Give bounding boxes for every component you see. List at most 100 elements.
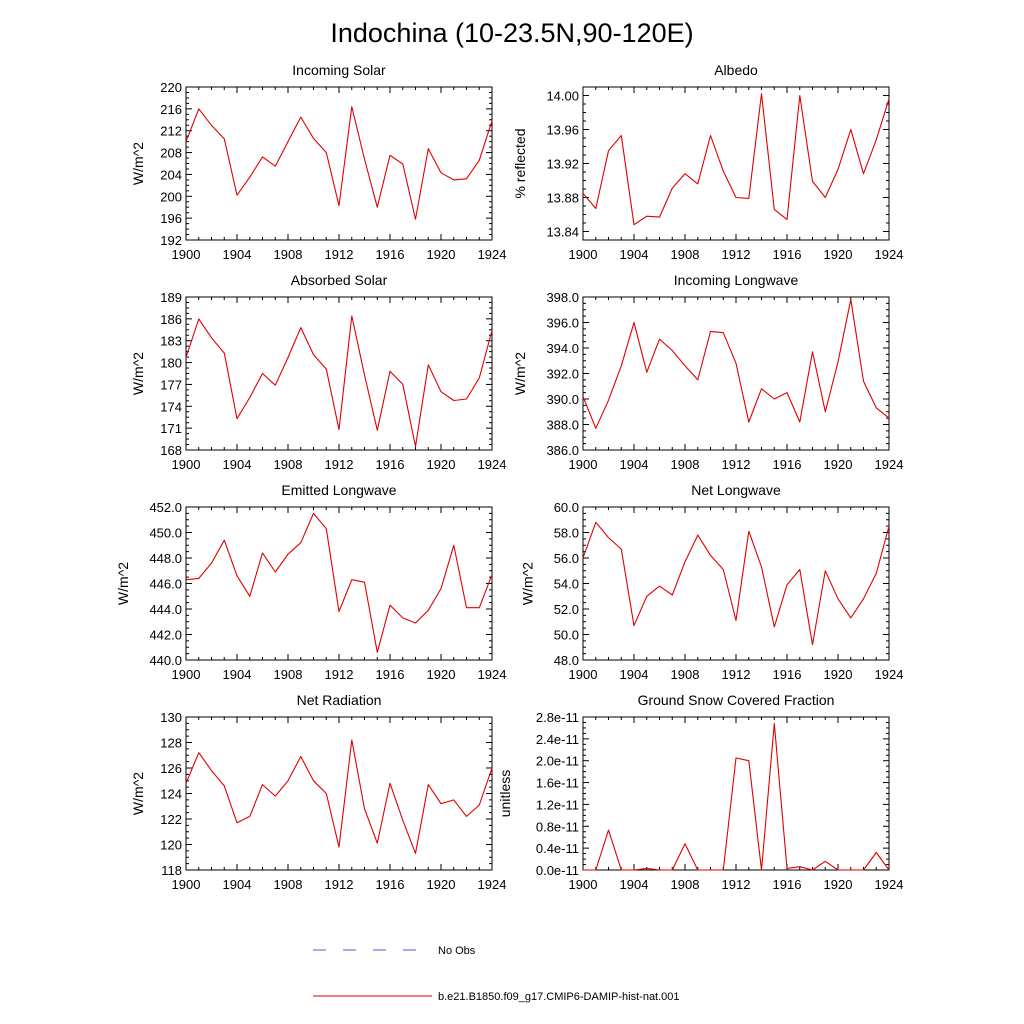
y-tick-label: 13.96: [546, 123, 579, 138]
y-tick-label: 220: [160, 80, 182, 95]
panel-title: Net Radiation: [297, 692, 382, 708]
y-tick-label: 440.0: [149, 653, 182, 668]
y-tick-label: 212: [160, 124, 182, 139]
y-tick-label: 0.4e-11: [536, 841, 579, 856]
y-tick-label: 216: [160, 102, 182, 117]
y-tick-label: 58.0: [554, 526, 579, 541]
y-tick-label: 48.0: [554, 653, 579, 668]
legend-item-model: b.e21.B1850.f09_g17.CMIP6-DAMIP-hist-nat…: [313, 991, 680, 1003]
y-tick-label: 171: [160, 421, 182, 436]
x-tick-label: 1916: [376, 247, 405, 262]
plot-frame: [582, 296, 890, 451]
x-tick-label: 1924: [478, 877, 507, 892]
y-tick-label: 0.8e-11: [536, 819, 579, 834]
x-tick-label: 1904: [620, 667, 649, 682]
y-tick-label: 396.0: [546, 316, 579, 331]
series-line: [583, 723, 890, 871]
y-tick-label: 2.4e-11: [536, 732, 579, 747]
x-tick-label: 1900: [569, 667, 598, 682]
y-tick-label: 180: [160, 356, 182, 371]
y-axis-label: % reflected: [512, 128, 528, 198]
panel-ground-snow-covered-fraction: Ground Snow Covered Fraction 1900 1904 1908…: [497, 692, 904, 892]
y-axis-label: W/m^2: [130, 352, 146, 395]
panel-title: Incoming Solar: [292, 62, 386, 78]
y-tick-label: 446.0: [149, 577, 182, 592]
x-tick-label: 1900: [172, 457, 201, 472]
y-tick-label: 177: [160, 377, 182, 392]
x-tick-label: 1904: [223, 457, 252, 472]
y-tick-label: 200: [160, 189, 182, 204]
y-axis-label: W/m^2: [115, 562, 131, 605]
x-tick-label: 1908: [671, 457, 700, 472]
plot-frame: [185, 506, 493, 661]
x-tick-label: 1912: [325, 247, 354, 262]
x-tick-label: 1924: [875, 667, 904, 682]
y-tick-label: 189: [160, 290, 182, 305]
x-tick-label: 1900: [569, 247, 598, 262]
x-tick-label: 1912: [722, 247, 751, 262]
y-tick-label: 0.0e-11: [536, 863, 579, 878]
x-tick-label: 1900: [172, 667, 201, 682]
panels: Incoming Solar 1900 1904 1908 1912 1916 1920 19…: [115, 62, 903, 892]
y-tick-label: 386.0: [546, 443, 579, 458]
y-tick-label: 13.88: [546, 191, 579, 206]
plot-frame: [185, 86, 493, 241]
y-tick-label: 390.0: [546, 392, 579, 407]
x-tick-label: 1900: [569, 457, 598, 472]
legend: No Obs b.e21.B1850.f09_g17.CMIP6-DAMIP-h…: [313, 945, 680, 1003]
y-tick-label: 450.0: [149, 526, 182, 541]
y-tick-label: 130: [160, 710, 182, 725]
x-tick-label: 1908: [274, 247, 303, 262]
y-tick-label: 128: [160, 736, 182, 751]
x-tick-label: 1924: [875, 247, 904, 262]
legend-label-no-obs: No Obs: [438, 945, 476, 957]
x-tick-label: 1904: [223, 247, 252, 262]
y-tick-label: 122: [160, 812, 182, 827]
x-tick-label: 1904: [620, 877, 649, 892]
y-tick-label: 388.0: [546, 418, 579, 433]
y-axis-label: W/m^2: [130, 772, 146, 815]
x-tick-label: 1900: [172, 877, 201, 892]
x-tick-label: 1912: [325, 667, 354, 682]
panel-incoming-solar: Incoming Solar 1900 1904 1908 1912 1916 1920 19…: [130, 62, 506, 262]
x-tick-label: 1920: [824, 877, 853, 892]
plot-frame: [582, 506, 890, 661]
x-tick-label: 1904: [620, 457, 649, 472]
x-tick-label: 1920: [427, 457, 456, 472]
series-line: [582, 93, 890, 226]
panel-absorbed-solar: Absorbed Solar 1900 1904 1908 1912 1916 1920 19…: [130, 272, 506, 472]
x-tick-label: 1924: [478, 247, 507, 262]
x-tick-label: 1916: [376, 667, 405, 682]
y-axis-label: W/m^2: [512, 352, 528, 395]
x-tick-label: 1908: [671, 667, 700, 682]
x-tick-label: 1912: [722, 877, 751, 892]
y-tick-label: 124: [160, 787, 182, 802]
x-tick-label: 1920: [427, 247, 456, 262]
x-tick-label: 1920: [427, 667, 456, 682]
x-tick-label: 1916: [773, 247, 802, 262]
y-tick-label: 174: [160, 399, 182, 414]
y-tick-label: 56.0: [554, 551, 579, 566]
panel-albedo: Albedo 1900 1904 1908 1912 1916 1920 1924 13.84 1…: [512, 62, 903, 262]
x-tick-label: 1924: [478, 667, 507, 682]
legend-item-no-obs: No Obs: [313, 945, 476, 957]
y-tick-label: 120: [160, 838, 182, 853]
x-tick-label: 1916: [773, 877, 802, 892]
y-tick-label: 126: [160, 761, 182, 776]
y-axis-label: unitless: [497, 770, 513, 817]
x-tick-label: 1912: [722, 667, 751, 682]
y-tick-label: 1.2e-11: [536, 797, 579, 812]
y-tick-label: 442.0: [149, 628, 182, 643]
panel-incoming-longwave: Incoming Longwave 1900 1904 1908 1912 1916 192…: [512, 272, 903, 472]
x-tick-label: 1924: [875, 457, 904, 472]
panel-emitted-longwave: Emitted Longwave 1900 1904 1908 1912 1916 1920…: [115, 482, 506, 682]
y-tick-label: 14.00: [546, 89, 579, 104]
panel-title: Absorbed Solar: [291, 272, 388, 288]
x-tick-label: 1908: [274, 457, 303, 472]
x-tick-label: 1900: [569, 877, 598, 892]
y-tick-label: 204: [160, 167, 182, 182]
x-tick-label: 1908: [671, 877, 700, 892]
x-tick-label: 1916: [376, 457, 405, 472]
x-tick-label: 1904: [223, 877, 252, 892]
